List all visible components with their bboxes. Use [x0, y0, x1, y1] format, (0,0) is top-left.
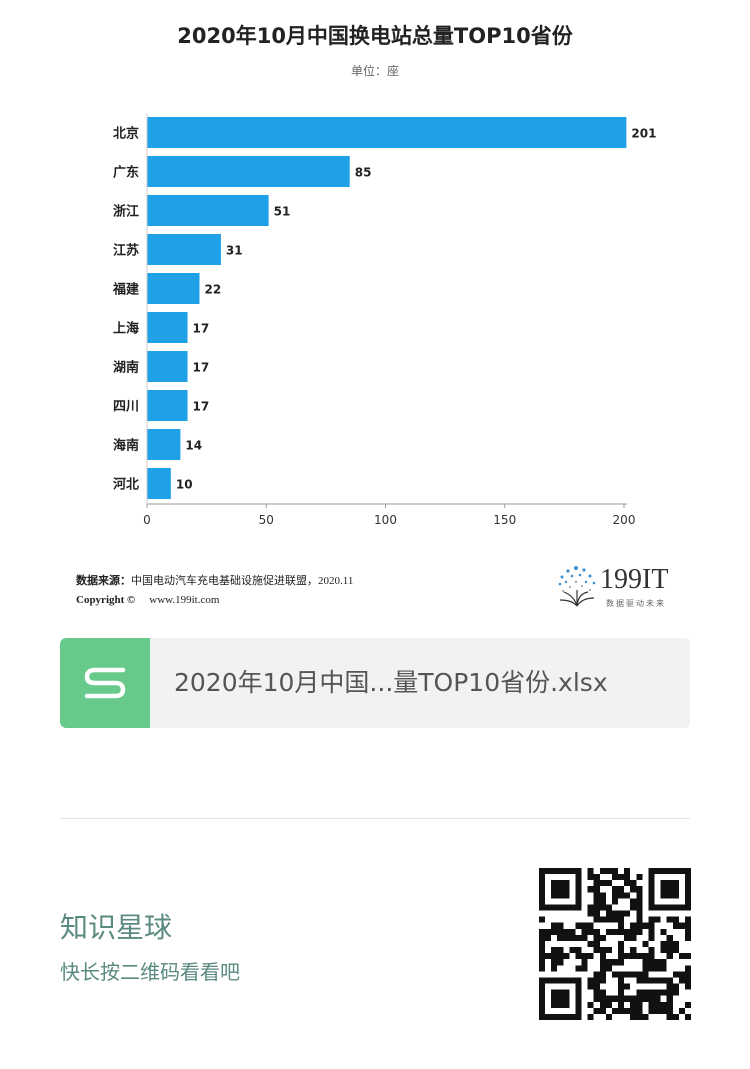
source-label: 数据来源：	[76, 575, 131, 587]
value-label: 85	[355, 166, 372, 180]
logo-199it: 199IT 数据驱动未来	[554, 562, 694, 612]
category-label: 浙江	[113, 204, 139, 220]
x-tick-label: 50	[259, 513, 274, 527]
value-label: 31	[226, 244, 243, 258]
zsxq-title: 知识星球	[60, 911, 173, 944]
category-label: 河北	[113, 477, 139, 493]
category-label: 四川	[113, 400, 139, 415]
bar-江苏	[147, 234, 221, 265]
logo-tagline: 数据驱动未来	[606, 599, 666, 608]
x-tick-label: 150	[493, 513, 516, 527]
bar-chart: 北京 201 广东 85 浙江 51 江苏 31 福建 22 上海 17 湖南 17 四川 17 海南 14 河北 1…	[112, 113, 656, 527]
value-label: 51	[274, 205, 291, 219]
x-tick-label: 0	[143, 513, 151, 527]
bar-四川	[147, 390, 188, 421]
bar-广东	[147, 156, 350, 187]
dandelion-logo-icon	[558, 566, 596, 607]
bar-北京	[147, 117, 627, 148]
value-label: 17	[193, 361, 210, 375]
chart-section: 2020年10月中国换电站总量TOP10省份 单位：座 北京 201 广东 85 浙江 5…	[76, 24, 694, 612]
divider	[60, 818, 690, 819]
chart-subtitle: 单位：座	[350, 64, 399, 78]
zsxq-subtitle: 快长按二维码看看吧	[60, 960, 240, 984]
category-label: 福建	[112, 282, 139, 298]
value-label: 22	[204, 283, 221, 297]
copyright-label: Copyright ©	[76, 594, 136, 606]
qr-code-icon[interactable]	[539, 868, 691, 1020]
spreadsheet-s-icon	[60, 638, 150, 728]
source-text: 中国电动汽车充电基础设施促进联盟，2020.11	[131, 575, 354, 587]
copyright-line: Copyright © www.199it.com	[76, 594, 219, 606]
category-label: 海南	[113, 438, 139, 454]
bar-浙江	[147, 195, 269, 226]
category-label: 江苏	[113, 243, 139, 259]
file-attachment-card[interactable]: 2020年10月中国...量TOP10省份.xlsx	[60, 638, 690, 728]
category-label: 湖南	[113, 360, 139, 376]
source-line: 数据来源：中国电动汽车充电基础设施促进联盟，2020.11	[76, 572, 353, 588]
category-label: 广东	[113, 165, 139, 181]
x-tick-label: 200	[613, 513, 636, 527]
chart-title: 2020年10月中国换电站总量TOP10省份	[177, 24, 573, 48]
bar-上海	[147, 312, 188, 343]
category-label: 北京	[113, 126, 139, 142]
value-label: 17	[193, 400, 210, 414]
bar-福建	[147, 273, 200, 304]
bar-海南	[147, 429, 181, 460]
value-label: 201	[631, 127, 656, 141]
value-label: 17	[193, 322, 210, 336]
logo-text: 199IT	[600, 564, 669, 595]
file-name: 2020年10月中国...量TOP10省份.xlsx	[174, 668, 608, 697]
value-label: 10	[176, 478, 193, 492]
copyright-url[interactable]: www.199it.com	[149, 594, 220, 606]
value-label: 14	[185, 439, 202, 453]
x-tick-label: 100	[374, 513, 397, 527]
category-label: 上海	[113, 321, 139, 337]
bar-湖南	[147, 351, 188, 382]
bar-河北	[147, 468, 171, 499]
